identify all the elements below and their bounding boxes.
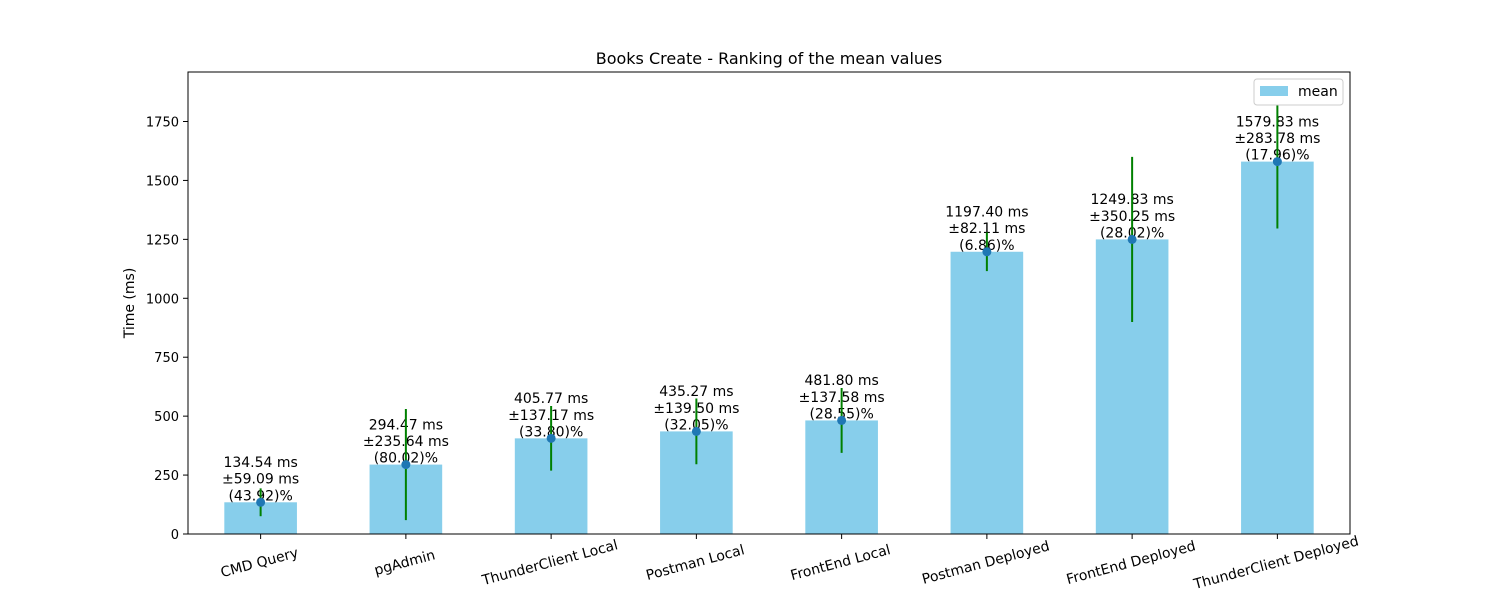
data-label: 435.27 ms	[659, 384, 733, 400]
mean-point	[401, 460, 411, 470]
y-tick-label: 500	[154, 410, 179, 425]
legend-swatch-mean	[1260, 86, 1288, 96]
chart-title: Books Create - Ranking of the mean value…	[596, 49, 943, 68]
y-tick-label: 0	[171, 528, 179, 543]
y-tick-label: 750	[154, 351, 179, 366]
data-label: 405.77 ms	[514, 391, 588, 407]
data-label: 1197.40 ms	[945, 205, 1028, 221]
x-tick-label: ThunderClient Local	[480, 537, 620, 589]
plot-frame	[187, 71, 1351, 535]
mean-point	[256, 497, 266, 507]
data-label: 134.54 ms	[223, 455, 297, 471]
legend: mean	[1253, 78, 1344, 106]
mean-point	[837, 415, 847, 425]
mean-point	[691, 426, 701, 436]
legend-box	[1253, 78, 1344, 106]
y-tick-label: 1500	[146, 174, 179, 189]
x-tick-label: Postman Deployed	[920, 538, 1051, 587]
x-tick-label: Postman Local	[644, 542, 746, 584]
data-label: 481.80 ms	[804, 373, 878, 389]
mean-point	[1272, 157, 1282, 167]
bar	[950, 251, 1024, 534]
x-tick-label: CMD Query	[219, 545, 300, 581]
data-label: ±59.09 ms	[222, 472, 299, 488]
x-tick-label: FrontEnd Deployed	[1065, 538, 1198, 588]
x-tick-label: pgAdmin	[373, 547, 437, 579]
y-tick-label: 1750	[146, 116, 179, 131]
y-tick-label: 1250	[146, 233, 179, 248]
y-tick-label: 250	[154, 469, 179, 484]
mean-point	[1127, 234, 1137, 244]
y-axis-label: Time (ms)	[122, 268, 138, 340]
mean-point	[546, 433, 556, 443]
y-tick-label: 1000	[146, 292, 179, 307]
x-tick-label: ThunderClient Deployed	[1191, 533, 1360, 593]
data-label: ±82.11 ms	[948, 221, 1025, 237]
mean-point	[982, 247, 992, 257]
x-tick-label: FrontEnd Local	[789, 542, 892, 584]
plot-area: 0 250 500 750 1000 1250 1500 1750 CMD Query pgAdm…	[146, 94, 1360, 593]
legend-label-mean: mean	[1298, 84, 1338, 100]
